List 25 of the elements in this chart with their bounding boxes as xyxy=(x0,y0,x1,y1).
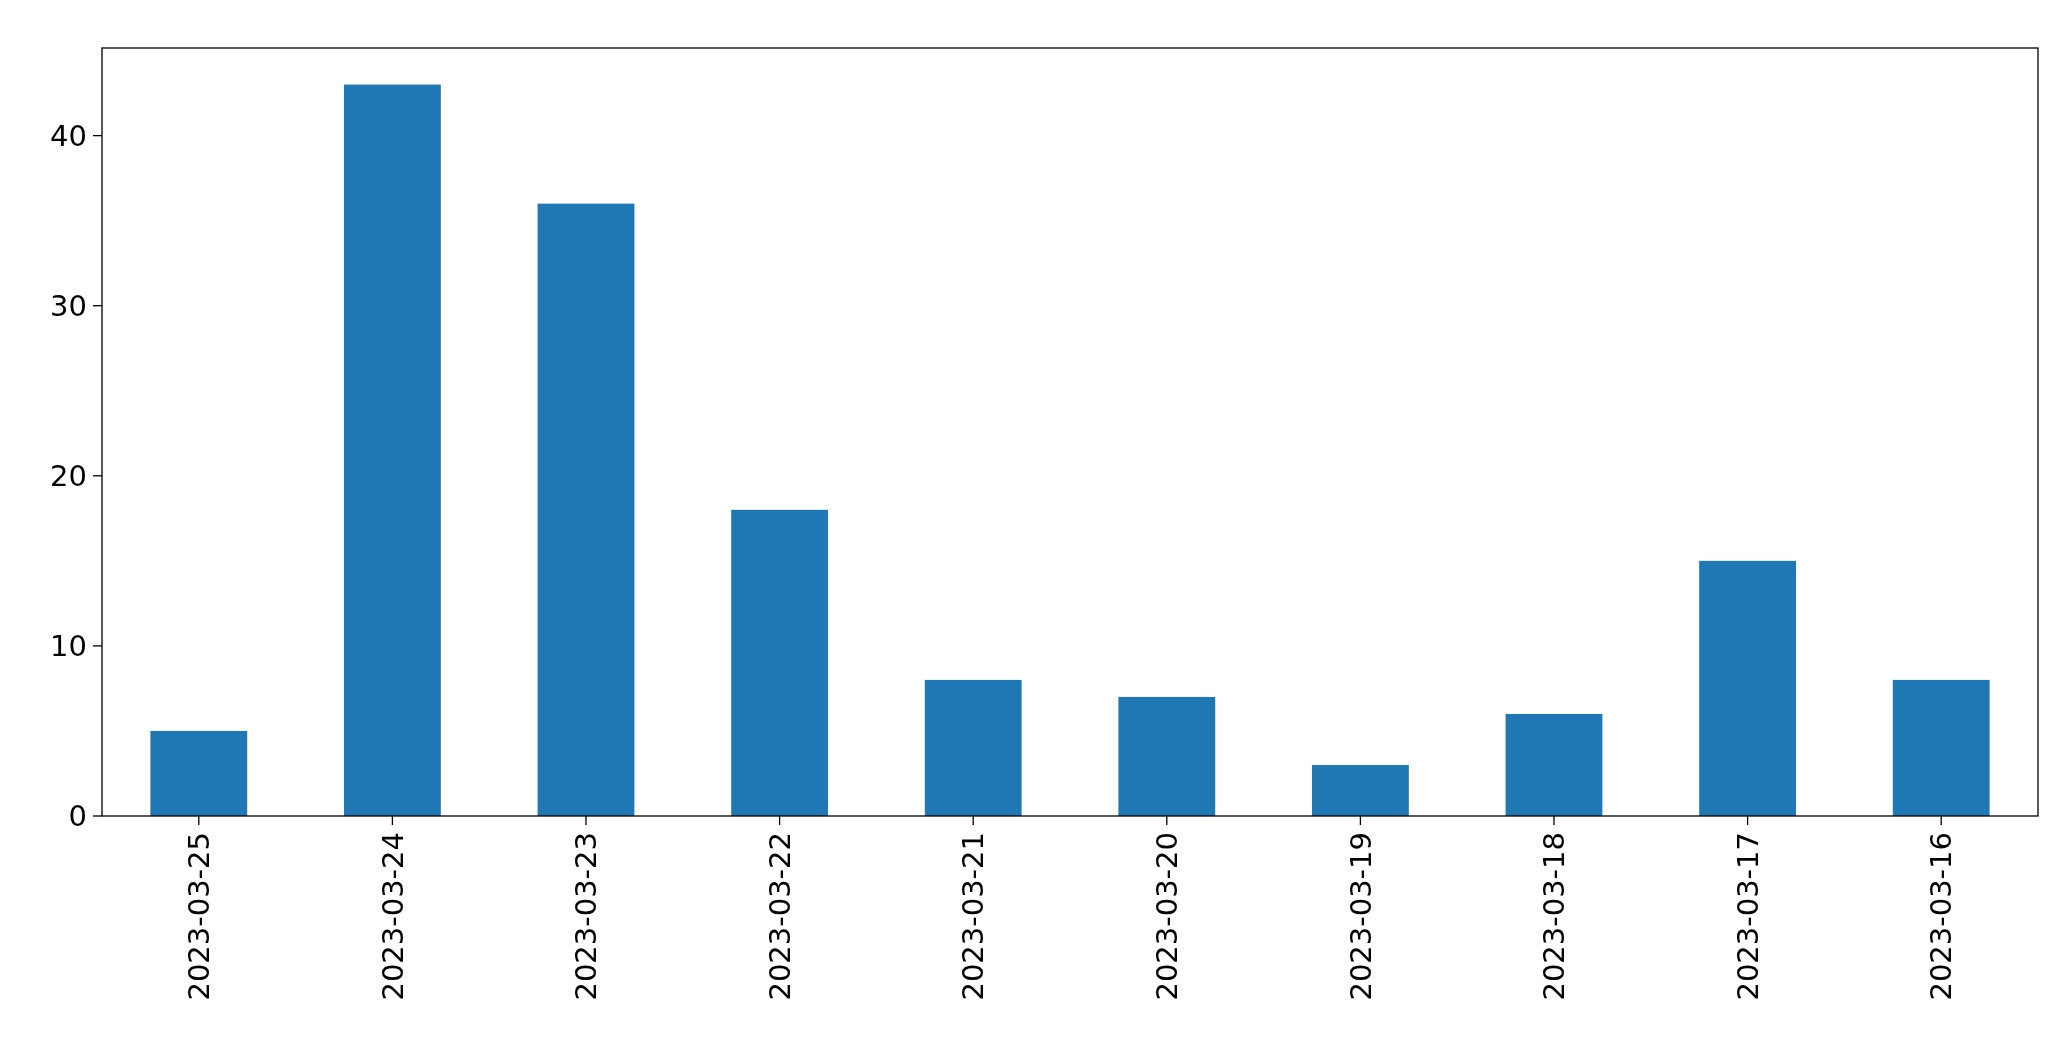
x-tick-label: 2023-03-16 xyxy=(1924,832,1959,1001)
y-tick-label: 20 xyxy=(50,458,87,493)
y-tick-label: 10 xyxy=(50,629,87,664)
x-tick-label: 2023-03-24 xyxy=(375,832,410,1001)
bar xyxy=(1892,679,1990,816)
bar xyxy=(1118,696,1216,816)
y-tick-label: 40 xyxy=(50,118,87,153)
y-tick-label: 0 xyxy=(68,799,87,834)
x-tick-label: 2023-03-18 xyxy=(1537,832,1572,1001)
bar xyxy=(537,203,635,816)
x-tick-label: 2023-03-22 xyxy=(762,832,797,1001)
bar xyxy=(1505,713,1603,816)
x-tick-label: 2023-03-19 xyxy=(1343,832,1378,1001)
x-tick-label: 2023-03-25 xyxy=(181,832,216,1001)
bar xyxy=(150,730,248,816)
x-tick-label: 2023-03-21 xyxy=(956,832,991,1001)
x-tick-label: 2023-03-23 xyxy=(569,832,604,1001)
x-tick-label: 2023-03-20 xyxy=(1149,832,1184,1001)
bar xyxy=(344,84,441,816)
bar xyxy=(1312,764,1409,816)
y-tick-label: 30 xyxy=(50,288,87,323)
bar xyxy=(924,679,1022,816)
x-tick-label: 2023-03-17 xyxy=(1730,832,1765,1001)
bar xyxy=(731,509,828,816)
bar xyxy=(1699,560,1796,816)
